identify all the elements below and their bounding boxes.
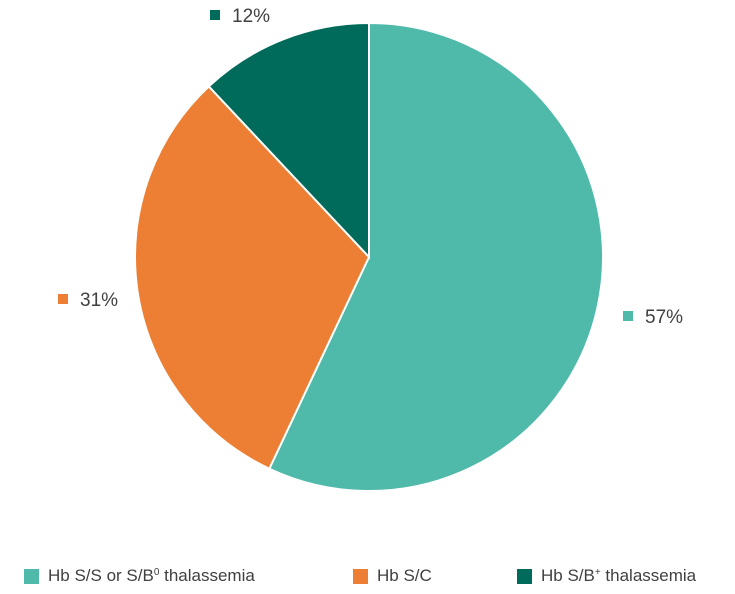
legend-label-hb-sb-plus: Hb S/B+ thalassemia <box>541 566 697 585</box>
data-label-3: 12% <box>210 6 270 27</box>
legend-swatch-hb-ss <box>24 568 39 584</box>
data-label-marker-3 <box>210 10 220 20</box>
legend-label-hb-ss: Hb S/S or S/B0 thalassemia <box>48 566 255 585</box>
data-label-text-3: 12% <box>232 6 270 27</box>
data-label-marker-2 <box>58 294 68 304</box>
legend-label-hb-sc: Hb S/C <box>377 566 432 585</box>
legend-swatch-hb-sc <box>353 568 368 584</box>
legend-item-hb-ss: Hb S/S or S/B0 thalassemia <box>24 563 255 589</box>
legend: Hb S/S or S/B0 thalassemia Hb S/C Hb S/B… <box>0 563 735 589</box>
data-label-1: 57% <box>623 307 683 328</box>
data-label-2: 31% <box>58 290 118 311</box>
data-label-marker-1 <box>623 311 633 321</box>
pie-slice-2 <box>134 85 371 471</box>
legend-item-hb-sc: Hb S/C <box>353 563 432 589</box>
data-label-text-2: 31% <box>80 290 118 311</box>
legend-swatch-hb-sb-plus <box>517 568 532 584</box>
data-label-text-1: 57% <box>645 307 683 328</box>
legend-item-hb-sb-plus: Hb S/B+ thalassemia <box>517 563 696 589</box>
pie-slice-1 <box>268 21 605 492</box>
pie-slice-3 <box>207 21 370 260</box>
